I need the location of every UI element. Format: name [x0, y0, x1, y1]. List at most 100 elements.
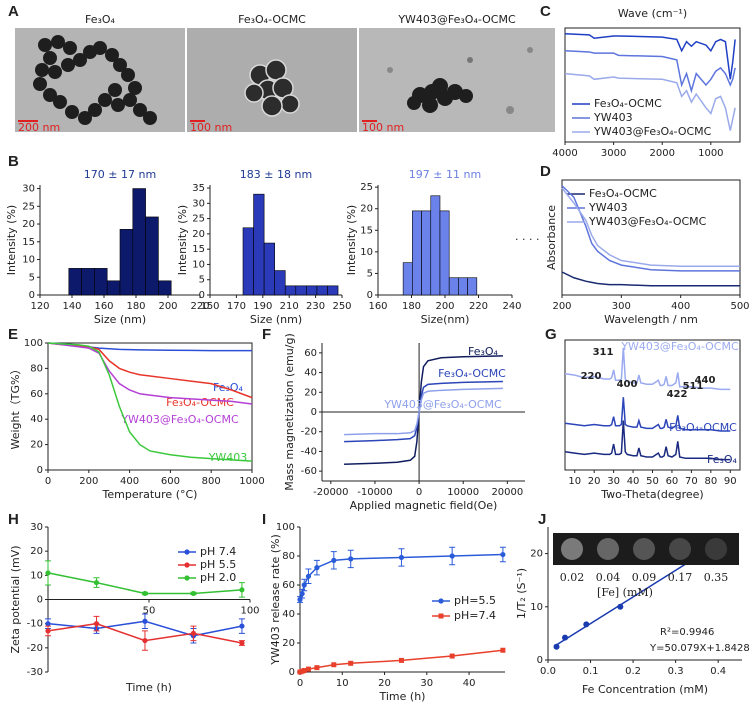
inset-sample — [669, 538, 691, 560]
y-axis-label: Weight（TG%） — [9, 363, 22, 449]
y-tick-label: -60 — [301, 466, 317, 477]
y-tick-label: 30 — [22, 184, 35, 195]
marker — [190, 630, 197, 636]
particles — [244, 59, 300, 117]
y-axis-label: Mass magnetization (emu/g) — [283, 333, 296, 491]
x-tick-label: 10 — [336, 678, 349, 689]
x-tick-label: 400 — [671, 301, 690, 312]
y-tick-label: 80 — [30, 363, 43, 374]
series-line — [564, 32, 736, 80]
series-line — [564, 347, 731, 391]
series-label: YW403@Fe₃O₄-OCMC — [120, 413, 239, 426]
plot-frame — [47, 342, 253, 471]
x-tick-label: 240 — [502, 301, 521, 312]
series-label: Fe₃O₄-OCMC — [669, 421, 737, 434]
inset-label: 0.02 — [560, 571, 585, 584]
series-label: Fe₃O₄ — [468, 345, 499, 358]
x-axis-label: Size (nm) — [94, 313, 146, 326]
point — [553, 643, 560, 650]
marker — [239, 640, 245, 646]
peak-label: 220 — [581, 371, 602, 382]
inset-title: [Fe] (mM) — [597, 586, 653, 599]
y-tick-label: 5 — [29, 272, 35, 283]
x-tick-label: 600 — [161, 476, 180, 487]
y-tick-label: 5 — [199, 275, 205, 286]
x-tick-label: 220 — [469, 301, 488, 312]
bar — [132, 188, 146, 296]
chart-title: 197 ± 11 nm — [409, 168, 481, 181]
x-tick-label: 500 — [730, 301, 749, 312]
particles — [33, 35, 157, 125]
panel-letter: A — [8, 3, 19, 20]
x-tick-label: 0.2 — [625, 666, 641, 677]
x-tick-label: 400 — [120, 476, 139, 487]
marker — [314, 665, 320, 671]
x-axis-label: Time (h) — [125, 681, 172, 694]
x-tick-label: 20 — [588, 476, 601, 487]
y-axis-label: Intensity (%) — [5, 205, 18, 275]
x-tick-label: 230 — [306, 301, 325, 312]
x-tick-label: 40 — [463, 678, 476, 689]
y-tick-label: 60 — [304, 348, 317, 359]
y-tick-label: -30 — [27, 667, 43, 678]
x-tick-label: 200 — [79, 476, 98, 487]
y-tick-label: -10 — [27, 619, 43, 630]
y-tick-label: 40 — [30, 414, 43, 425]
x-axis-label: Wave (cm⁻¹) — [618, 7, 687, 20]
chart-title: 183 ± 18 nm — [240, 168, 312, 181]
inset-sample — [561, 538, 583, 560]
x-tick-label: -20000 — [313, 487, 348, 498]
x-tick-label: 3000 — [601, 148, 626, 159]
x-tick-label: 0 — [297, 678, 303, 689]
x-tick-label: 50 — [143, 606, 156, 617]
bar — [145, 216, 159, 296]
legend-marker — [184, 575, 190, 581]
y-tick-label: 15 — [192, 244, 205, 255]
x-tick-label: 30 — [420, 678, 433, 689]
y-tick-label: 0 — [289, 667, 295, 678]
bar — [106, 280, 121, 296]
point — [562, 634, 569, 641]
marker — [142, 618, 148, 624]
bar — [119, 229, 134, 296]
x-axis-label: Fe Concentration (mM) — [582, 683, 708, 696]
y-axis-label: Intensity (%) — [176, 205, 189, 275]
y-tick-label: 20 — [30, 546, 43, 557]
series-label: Fe₃O₄ — [707, 453, 738, 466]
panel-letter: I — [262, 511, 266, 528]
inset-label: 0.09 — [632, 571, 657, 584]
panel-letter: H — [8, 511, 19, 528]
y-tick-label: 30 — [30, 522, 43, 533]
x-axis-label: Wavelength / nm — [604, 313, 698, 326]
y-tick-label: -20 — [27, 643, 43, 654]
legend-label: pH=5.5 — [454, 594, 496, 607]
marker — [190, 590, 197, 597]
x-tick-label: 180 — [402, 301, 421, 312]
marker — [331, 662, 337, 668]
series-line — [564, 397, 731, 432]
chart-title: 170 ± 17 nm — [84, 168, 156, 181]
panel-letter: J — [538, 511, 546, 528]
bar — [327, 285, 339, 296]
marker — [331, 557, 337, 563]
bar — [467, 277, 478, 296]
x-tick-label: -10000 — [357, 487, 392, 498]
x-axis-label: Applied magnetic field(Oe) — [350, 499, 498, 512]
bar — [274, 270, 286, 296]
bar — [295, 285, 307, 296]
y-axis-label: Zeta potential (mV) — [9, 545, 22, 653]
legend-marker — [438, 613, 444, 619]
x-tick-label: 30 — [607, 476, 620, 487]
x-tick-label: 50 — [646, 476, 659, 487]
x-tick-label: 1000 — [698, 148, 723, 159]
y-tick-label: 25 — [192, 214, 205, 225]
x-axis-label: Time (h) — [379, 690, 426, 703]
x-tick-label: 0 — [416, 487, 422, 498]
legend-label: YW403 — [593, 111, 633, 124]
y-tick-label: 35 — [192, 183, 205, 194]
annotation: R²=0.9946 — [660, 627, 714, 638]
inset-label: 0.35 — [704, 571, 729, 584]
marker — [305, 573, 312, 579]
bar — [306, 285, 318, 296]
